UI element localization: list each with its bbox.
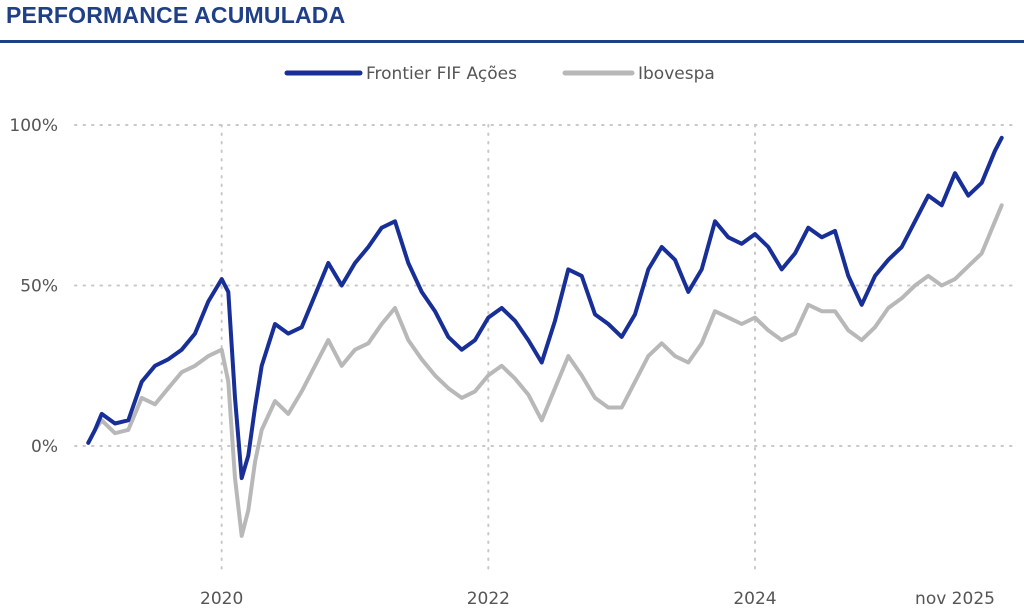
- series-line-index: [86, 203, 1004, 538]
- title-divider: [0, 40, 1024, 43]
- legend-item-fund: Frontier FIF Ações: [284, 64, 517, 84]
- x-tick-label: nov 2025: [915, 589, 995, 609]
- chart-axes: 0% 50% 100% 2020 2022 2024 nov 2025: [9, 116, 995, 609]
- chart-grid: [74, 124, 1016, 576]
- legend-label: Frontier FIF Ações: [366, 64, 517, 84]
- series-line-fund: [86, 135, 1004, 481]
- x-tick-label: 2020: [200, 589, 243, 609]
- legend-label: Ibovespa: [638, 64, 715, 84]
- x-tick-label: 2024: [733, 589, 776, 609]
- x-tick-label: 2022: [467, 589, 510, 609]
- chart-series: [86, 135, 1004, 538]
- y-tick-label: 50%: [20, 277, 58, 297]
- page-title: PERFORMANCE ACUMULADA: [6, 2, 346, 28]
- legend-item-index: Ibovespa: [562, 64, 715, 84]
- chart-legend: Frontier FIF Ações Ibovespa: [284, 64, 715, 84]
- y-tick-label: 100%: [9, 116, 58, 136]
- y-tick-label: 0%: [31, 437, 58, 457]
